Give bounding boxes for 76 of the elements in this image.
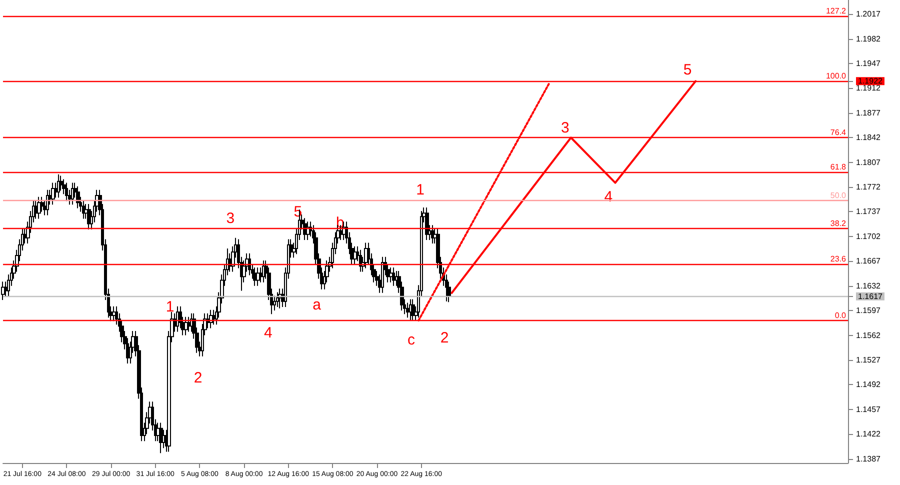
- annotation: 38.2: [830, 219, 847, 228]
- y-tick-label: 1.1422: [856, 430, 882, 439]
- candlestick: [248, 252, 251, 276]
- y-tick-label: 1.1982: [856, 34, 882, 44]
- candlestick: [187, 316, 190, 332]
- candlestick: [34, 200, 38, 220]
- candlestick: [71, 182, 74, 206]
- y-tick-label: 1.1667: [856, 256, 882, 266]
- candlestick: [76, 186, 80, 209]
- annotation: 23.6: [830, 254, 847, 264]
- y-tick-label: 1.1772: [856, 182, 882, 192]
- annotation: 76.4: [830, 128, 847, 138]
- annotation: 100.0: [826, 72, 847, 81]
- y-tick-label: 1.1912: [856, 84, 882, 93]
- y-tick-label: 1.1632: [856, 281, 882, 290]
- candlestick: [389, 266, 393, 283]
- candlestick: [51, 182, 55, 206]
- candlestick: [276, 292, 279, 308]
- annotation: a: [312, 296, 322, 314]
- candlestick: [353, 246, 357, 266]
- candlestick: [406, 302, 409, 318]
- y-tick-label: 1.1947: [856, 59, 882, 68]
- y-tick-label: 1.1527: [856, 355, 882, 364]
- candlestick: [1, 281, 5, 300]
- candlestick: [411, 298, 415, 321]
- y-tick-label: 1.1492: [856, 380, 882, 390]
- annotation: 0.0: [834, 310, 847, 320]
- candlestick: [425, 207, 429, 240]
- y-tick-label: 1.1457: [856, 404, 882, 414]
- candlestick: [262, 260, 265, 283]
- y-tick-label: 1.1877: [856, 108, 882, 118]
- y-tick-label: 1.1842: [856, 133, 882, 142]
- candlestick: [306, 221, 310, 240]
- candlestick: [57, 174, 60, 198]
- y-tick-label: 1.1922: [858, 76, 884, 86]
- candlestick: [303, 218, 307, 240]
- annotation: 2: [440, 330, 449, 347]
- y-tick-label: 1.1702: [856, 232, 882, 241]
- candlestick: [37, 196, 41, 220]
- annotation: 5: [683, 61, 692, 78]
- annotation: 4: [604, 188, 613, 206]
- annotation: 1: [166, 298, 174, 316]
- y-tick-label: 1.1387: [856, 454, 882, 464]
- annotation: 127.2: [826, 6, 847, 16]
- annotation: c: [408, 331, 416, 348]
- candlestick: [65, 182, 68, 202]
- y-tick-label: 1.1737: [856, 207, 882, 216]
- y-tick-label: 1.1617: [858, 292, 884, 301]
- candlestick: [159, 422, 163, 454]
- annotation: 4: [264, 324, 272, 342]
- y-tick-label: 1.1597: [856, 306, 882, 316]
- annotation: 2: [194, 369, 202, 386]
- candlestick: [209, 309, 213, 329]
- candlestick: [359, 249, 362, 272]
- candlestick: [46, 189, 49, 216]
- annotation: 61.8: [830, 162, 847, 172]
- candlestick: [112, 306, 116, 322]
- y-tick-label: 1.1807: [856, 158, 882, 167]
- y-tick-label: 1.1562: [856, 330, 882, 340]
- annotation: 50.0: [830, 190, 847, 200]
- candlestick: [87, 203, 91, 230]
- candlestick: [253, 266, 257, 286]
- candlestick: [381, 256, 384, 294]
- annotation: 3: [226, 210, 235, 227]
- candlestick: [278, 288, 282, 309]
- candlestick: [82, 200, 85, 220]
- candlestick: [212, 309, 215, 326]
- candlestick: [392, 266, 395, 286]
- annotation: 1: [416, 182, 424, 199]
- candlestick: [256, 266, 260, 286]
- candlestick: [431, 224, 434, 244]
- candlestick: [176, 306, 179, 332]
- candlestick: [409, 298, 412, 321]
- y-tick-label: 1.2017: [856, 10, 882, 19]
- annotation: 3: [561, 120, 570, 137]
- candlestick: [184, 316, 188, 336]
